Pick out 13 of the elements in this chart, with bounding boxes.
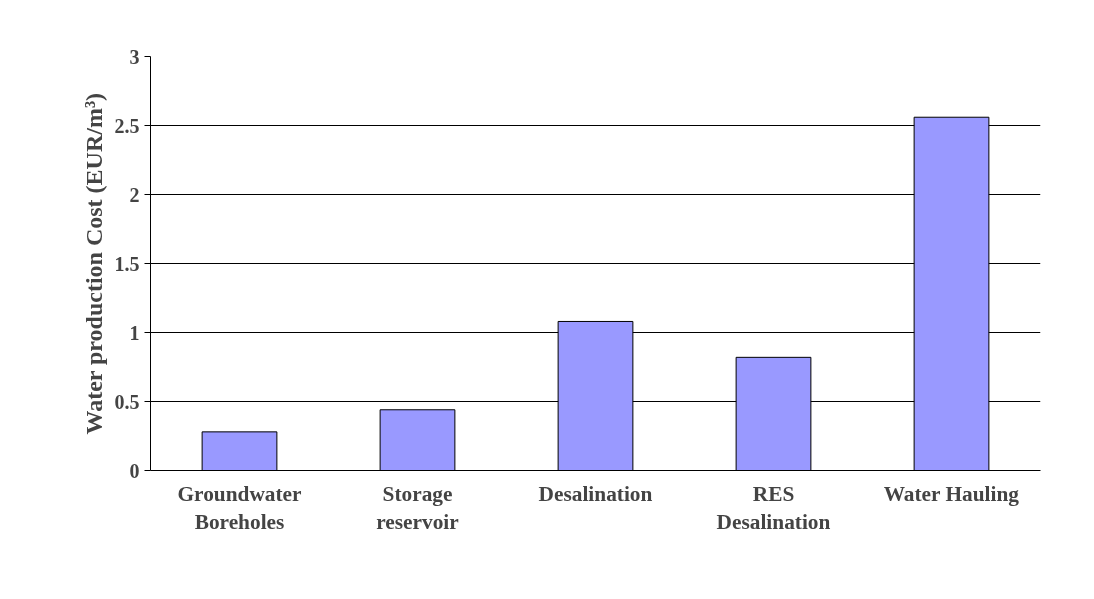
y-axis-title: Water production Cost (EUR/m³) <box>80 92 107 435</box>
y-tick-label: 1 <box>129 321 140 344</box>
y-tick-label: 2.5 <box>114 114 140 137</box>
y-tick-label: 2 <box>129 183 140 206</box>
x-tick-label: Water Hauling <box>883 481 1020 506</box>
x-tick-label: Storage reservoir <box>376 481 460 535</box>
x-tick-label: RES Desalination <box>716 481 831 535</box>
y-tick-label: 0 <box>129 459 140 482</box>
x-tick-label: Groundwater Boreholes <box>177 481 303 535</box>
y-tick-label: 3 <box>129 45 140 68</box>
x-tick-label: Desalination <box>538 481 653 506</box>
y-tick-label: 0.5 <box>114 390 140 413</box>
y-tick-label: 1.5 <box>114 252 140 275</box>
